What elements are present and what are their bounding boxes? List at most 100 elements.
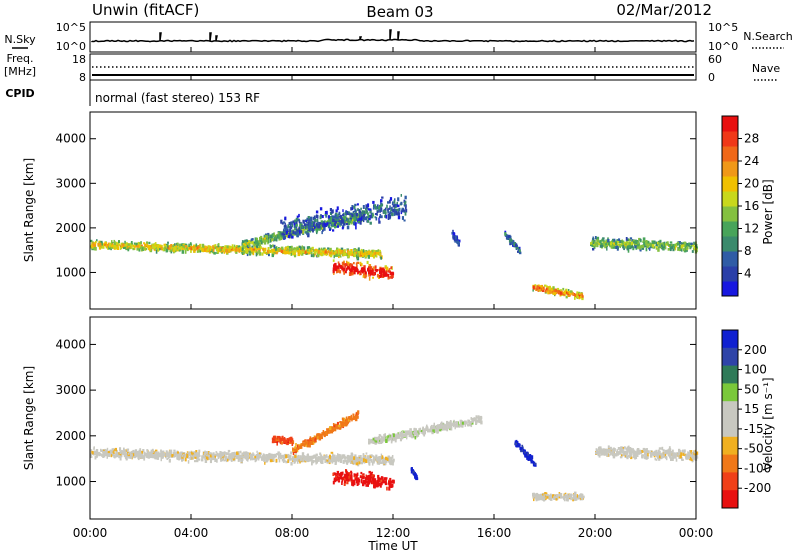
heatmap-cell xyxy=(388,487,390,491)
heatmap-cell xyxy=(114,241,116,245)
heatmap-cell xyxy=(372,201,374,204)
heatmap-cell xyxy=(243,452,246,455)
heatmap-cell xyxy=(302,220,305,224)
heatmap-cell xyxy=(409,428,412,431)
heatmap-cell xyxy=(377,481,380,485)
heatmap-cell xyxy=(272,254,274,257)
heatmap-cell xyxy=(370,222,372,225)
heatmap-cell xyxy=(264,462,265,465)
heatmap-cell xyxy=(167,244,168,248)
heatmap-cell xyxy=(112,448,114,451)
heatmap-cell xyxy=(381,272,383,275)
heatmap-cell xyxy=(505,232,507,235)
heatmap-cell xyxy=(445,424,447,426)
heatmap-cell xyxy=(374,478,377,481)
colorbar-tick-label: 24 xyxy=(744,154,759,168)
colorbar-tick-label: 8 xyxy=(744,244,752,258)
heatmap-cell xyxy=(396,435,397,438)
heatmap-cell xyxy=(357,458,359,460)
heatmap-cell xyxy=(346,422,348,425)
heatmap-cell xyxy=(273,234,275,237)
heatmap-cell xyxy=(342,214,344,216)
heatmap-cell xyxy=(410,433,412,437)
heatmap-cell xyxy=(357,416,359,419)
heatmap-cell xyxy=(451,232,452,234)
heatmap-cell xyxy=(522,449,523,452)
heatmap-cell xyxy=(107,448,108,451)
heatmap-cell xyxy=(177,243,179,246)
heatmap-cell xyxy=(314,438,316,442)
heatmap-cell xyxy=(360,472,362,474)
heatmap-cell xyxy=(364,217,366,220)
y-tick-label: 1000 xyxy=(55,265,86,279)
heatmap-cell xyxy=(341,477,343,480)
heatmap-cell xyxy=(342,263,344,266)
heatmap-cell xyxy=(342,209,343,212)
heatmap-cell xyxy=(607,239,609,242)
heatmap-cell xyxy=(688,243,690,246)
heatmap-cell xyxy=(174,453,176,457)
heatmap-cell xyxy=(394,200,396,204)
heatmap-cell xyxy=(368,274,370,276)
heatmap-cell xyxy=(547,287,548,291)
colorbar-tick-label: 16 xyxy=(744,199,759,213)
heatmap-cell xyxy=(284,251,286,255)
heatmap-cell xyxy=(339,474,341,476)
heatmap-cell xyxy=(386,215,388,219)
heatmap-cell xyxy=(194,457,196,459)
heatmap-cell xyxy=(136,453,138,456)
heatmap-cell xyxy=(405,196,407,200)
heatmap-cell xyxy=(402,436,403,439)
heatmap-cell xyxy=(353,206,355,209)
heatmap-cell xyxy=(342,250,344,253)
heatmap-cell xyxy=(163,248,165,251)
heatmap-cell xyxy=(281,247,283,250)
heatmap-cell xyxy=(139,245,141,248)
nsearch-label: N.Search xyxy=(743,30,793,43)
heatmap-cell xyxy=(437,427,439,430)
heatmap-cell xyxy=(189,454,191,456)
heatmap-cell xyxy=(667,241,669,245)
heatmap-cell xyxy=(661,245,663,247)
heatmap-cell xyxy=(363,272,365,275)
heatmap-cell xyxy=(314,219,316,222)
heatmap-cell xyxy=(111,245,113,248)
heatmap-cell xyxy=(253,249,256,251)
heatmap-cell xyxy=(670,241,673,243)
heatmap-cell xyxy=(264,454,266,458)
colorbar-swatch xyxy=(722,146,738,162)
nsky-trace xyxy=(92,30,694,42)
heatmap-cell xyxy=(405,207,407,210)
heatmap-cell xyxy=(99,453,101,455)
heatmap-cell xyxy=(128,244,130,246)
heatmap-cell xyxy=(337,427,339,429)
colorbar-tick-label: 12 xyxy=(744,222,759,236)
heatmap-cell xyxy=(353,262,355,264)
heatmap-cell xyxy=(198,450,200,453)
heatmap-cell xyxy=(295,443,297,447)
heatmap-cell xyxy=(413,428,415,430)
heatmap-cell xyxy=(665,246,667,249)
heatmap-cell xyxy=(377,440,379,443)
heatmap-cell xyxy=(629,242,631,244)
heatmap-cell xyxy=(132,450,134,453)
heatmap-cell xyxy=(649,248,650,251)
heatmap-cell xyxy=(310,438,312,440)
heatmap-cell xyxy=(278,232,280,235)
heatmap-cell xyxy=(351,272,353,274)
heatmap-cell xyxy=(388,438,390,441)
heatmap-cell xyxy=(331,431,334,433)
heatmap-cell xyxy=(354,461,356,464)
heatmap-cell xyxy=(194,451,196,454)
colorbar-swatch xyxy=(722,161,738,177)
heatmap-cell xyxy=(641,245,643,248)
heatmap-cell xyxy=(212,452,214,455)
heatmap-cell xyxy=(347,457,349,460)
heatmap-cell xyxy=(188,244,190,247)
heatmap-cell xyxy=(508,235,511,238)
heatmap-cell xyxy=(530,459,532,461)
velocity-heatmap xyxy=(90,410,698,501)
heatmap-cell xyxy=(188,460,190,464)
heatmap-cell xyxy=(462,422,464,425)
